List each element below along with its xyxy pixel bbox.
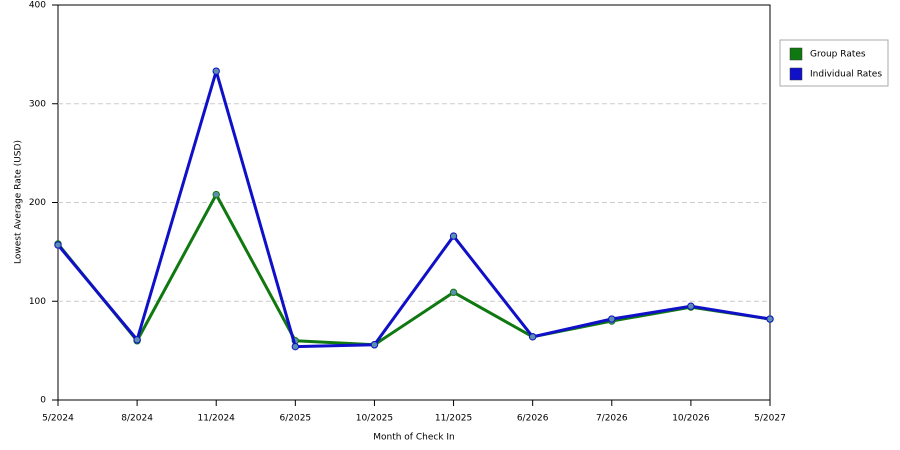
legend-swatch <box>789 67 803 81</box>
x-axis-label: Month of Check In <box>373 433 455 443</box>
x-tick-label: 5/2027 <box>754 414 786 424</box>
series-line <box>56 69 771 349</box>
point <box>291 342 300 351</box>
legend-label: Group Rates <box>810 50 866 60</box>
x-tick-label: 6/2025 <box>279 414 311 424</box>
point <box>54 241 62 249</box>
point <box>212 67 220 75</box>
x-tick-label: 10/2026 <box>672 414 710 424</box>
x-tick-label: 8/2024 <box>121 414 153 424</box>
y-tick-label: 300 <box>29 99 46 109</box>
y-tick-label: 400 <box>29 1 46 11</box>
y-tick-label: 200 <box>29 198 46 208</box>
point <box>370 341 379 349</box>
point <box>687 302 695 310</box>
x-tick-label: 5/2024 <box>42 414 74 424</box>
legend-label: Individual Rates <box>810 70 882 80</box>
point <box>528 333 537 341</box>
point <box>449 232 458 240</box>
y-axis-label: Lowest Average Rate (USD) <box>14 140 24 264</box>
point <box>766 315 774 323</box>
x-tick-label: 10/2025 <box>356 414 393 424</box>
point <box>449 288 458 297</box>
x-tick-label: 6/2026 <box>517 414 549 424</box>
y-tick-label: 0 <box>40 396 46 406</box>
series-line <box>56 193 771 347</box>
point <box>608 315 616 323</box>
point <box>212 190 220 199</box>
x-tick-label: 11/2025 <box>435 414 472 424</box>
point <box>133 336 141 344</box>
x-tick-label: 11/2024 <box>198 414 236 424</box>
legend-swatch <box>789 47 803 61</box>
x-tick-label: 7/2026 <box>596 414 628 424</box>
y-tick-label: 100 <box>29 297 46 307</box>
